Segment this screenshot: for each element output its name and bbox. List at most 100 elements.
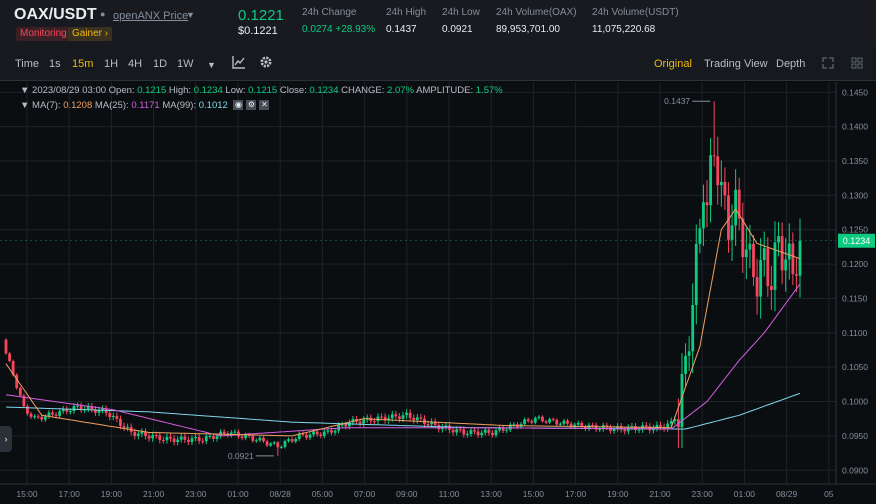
candle-body — [383, 416, 387, 421]
candle-body — [508, 424, 512, 430]
index-price-link[interactable]: openANX Price — [113, 10, 189, 22]
candle-body — [326, 430, 330, 432]
x-tick-label: 17:00 — [59, 489, 81, 499]
interval-1h[interactable]: 1H — [104, 58, 119, 70]
y-tick-label: 0.0900 — [842, 465, 868, 475]
candle-body — [380, 416, 383, 418]
candle-body — [36, 416, 40, 418]
x-tick-label: 21:00 — [143, 489, 165, 499]
x-tick-label: 11:00 — [439, 489, 460, 499]
candle-body — [308, 434, 312, 438]
candle-body — [194, 437, 197, 439]
stat-value-24h-change: 0.0274 +28.93% — [302, 24, 376, 35]
candle-body — [22, 395, 26, 407]
candle-body — [190, 438, 194, 442]
x-tick-label: 13:00 — [481, 489, 503, 499]
candle-body — [702, 202, 705, 229]
candle-body — [741, 218, 745, 258]
legend-caret-icon[interactable]: ▼ — [20, 85, 30, 96]
interval-time[interactable]: Time — [15, 58, 40, 70]
close-icon[interactable]: ✕ — [259, 100, 270, 111]
candle-body — [716, 156, 720, 186]
candle-body — [719, 181, 723, 186]
candle-body — [537, 416, 541, 418]
y-tick-label: 0.1350 — [842, 156, 868, 166]
candle-body — [237, 431, 240, 437]
candle-body — [555, 419, 559, 425]
candle-body — [297, 433, 301, 440]
settings-small-icon[interactable]: ⚙ — [246, 100, 257, 111]
y-tick-label: 0.1000 — [842, 397, 868, 407]
candle-body — [176, 439, 180, 443]
interval-1d[interactable]: 1D — [153, 58, 168, 70]
candle-body — [433, 421, 437, 426]
indicator-icon[interactable] — [232, 55, 246, 72]
candle-body — [101, 408, 104, 411]
interval-1w[interactable]: 1W — [177, 58, 194, 70]
y-tick-label: 0.1200 — [842, 259, 868, 269]
candle-body — [505, 429, 509, 431]
gainer-tag[interactable]: Gainer › — [68, 27, 113, 41]
stat-label-24h-volume-oax: 24h Volume(OAX) — [496, 7, 577, 18]
x-tick-label: 15:00 — [523, 489, 545, 499]
candle-body — [533, 417, 537, 423]
legend-high-label: High: — [168, 85, 192, 96]
candle-body — [290, 439, 294, 442]
caret-down-icon[interactable]: ▼ — [207, 60, 216, 70]
settings-icon[interactable] — [259, 55, 273, 72]
candle-body — [401, 415, 405, 419]
candle-body — [94, 409, 97, 413]
candle-body — [362, 419, 366, 424]
legend-date: 2023/08/29 03:00 — [32, 85, 107, 96]
candle-body — [737, 189, 741, 219]
low-marker-label: 0.0921 — [228, 451, 254, 461]
candle-body — [766, 248, 770, 287]
legend-caret-icon[interactable]: ▼ — [20, 100, 30, 111]
candle-body — [544, 421, 548, 423]
ma25-line — [5, 283, 801, 437]
monitoring-tag[interactable]: Monitoring — [16, 27, 71, 41]
candle-body — [612, 428, 616, 432]
candle-body — [43, 416, 47, 420]
candle-body — [412, 417, 416, 421]
candle-body — [269, 443, 273, 446]
interval-4h[interactable]: 4H — [128, 58, 143, 70]
eye-icon[interactable]: ◉ — [233, 100, 244, 111]
caret-down-icon[interactable]: ▼ — [186, 10, 195, 20]
interval-1s[interactable]: 1s — [49, 58, 61, 70]
candle-body — [777, 236, 780, 243]
candle-body — [580, 422, 584, 427]
legend-close: 0.1234 — [309, 85, 339, 96]
candle-body — [140, 431, 144, 434]
candle-body — [287, 439, 290, 442]
legend-change: 2.07% — [387, 85, 414, 96]
candle-body — [161, 440, 165, 442]
view-depth[interactable]: Depth — [776, 58, 806, 70]
candle-body — [158, 435, 162, 441]
candle-body — [11, 361, 15, 375]
x-tick-label: 17:00 — [565, 489, 587, 499]
candle-body — [54, 414, 58, 416]
candle-body — [68, 411, 72, 413]
candle-body — [344, 424, 348, 427]
candle-body — [97, 410, 101, 413]
view-trading-view[interactable]: Trading View — [704, 58, 768, 70]
ma25-value: 0.1171 — [131, 100, 160, 111]
grid-icon[interactable] — [851, 57, 863, 72]
chart-scroll-handle[interactable]: › — [0, 426, 12, 452]
ma-legend: ▼ MA(7): 0.1208 MA(25): 0.1171 MA(99): 0… — [20, 100, 270, 111]
view-original[interactable]: Original — [654, 58, 692, 70]
candle-body — [755, 277, 759, 297]
candle-body — [744, 249, 748, 258]
chart-toolbar: Time 1s 15m 1H 4H 1D 1W ▼ Original Tradi… — [0, 46, 876, 81]
candle-body — [4, 339, 8, 354]
info-icon[interactable]: ● — [100, 9, 106, 19]
ma7-value: 0.1208 — [63, 100, 93, 111]
symbol-title[interactable]: OAX/USDT — [14, 6, 97, 23]
candle-body — [79, 405, 83, 411]
interval-15m[interactable]: 15m — [72, 58, 94, 70]
expand-icon[interactable] — [822, 57, 834, 72]
candle-body — [451, 429, 455, 433]
candle-body — [705, 202, 709, 206]
